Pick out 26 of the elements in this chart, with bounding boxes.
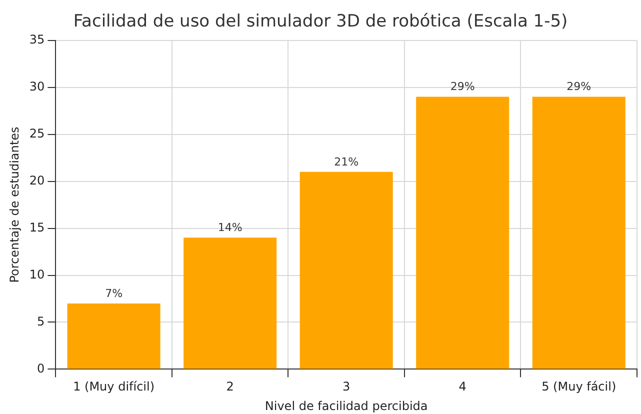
y-tick-label: 10 — [29, 267, 45, 282]
bar — [300, 172, 393, 369]
data-label: 21% — [334, 155, 359, 168]
data-label: 29% — [450, 80, 475, 94]
bar — [532, 96, 626, 369]
y-axis-title: Porcentaje de estudiantes — [7, 126, 22, 283]
y-tick-label: 30 — [29, 79, 45, 94]
chart-title: Facilidad de uso del simulador 3D de robótica (Escala 1-5) — [73, 12, 568, 32]
y-tick-label: 20 — [29, 173, 45, 188]
y-tick-label: 0 — [37, 361, 45, 376]
data-label: 7% — [105, 286, 123, 300]
data-label: 29% — [566, 80, 592, 94]
x-tick-label: 3 — [342, 380, 350, 394]
y-tick-label: 25 — [29, 126, 45, 140]
x-tick-label: 1 (Muy difícil) — [73, 380, 155, 394]
y-tick-label: 35 — [29, 32, 45, 47]
bar — [184, 238, 277, 369]
data-label: 14% — [218, 221, 242, 234]
x-tick-label: 5 (Muy fácil) — [542, 380, 616, 394]
x-tick-label: 4 — [458, 380, 466, 394]
x-axis-title: Nivel de facilidad percibida — [264, 398, 428, 413]
x-tick-label: 2 — [226, 380, 234, 394]
y-tick-label: 15 — [29, 220, 45, 234]
bar — [67, 303, 160, 369]
bar — [416, 96, 510, 369]
y-tick-label: 5 — [37, 314, 45, 328]
